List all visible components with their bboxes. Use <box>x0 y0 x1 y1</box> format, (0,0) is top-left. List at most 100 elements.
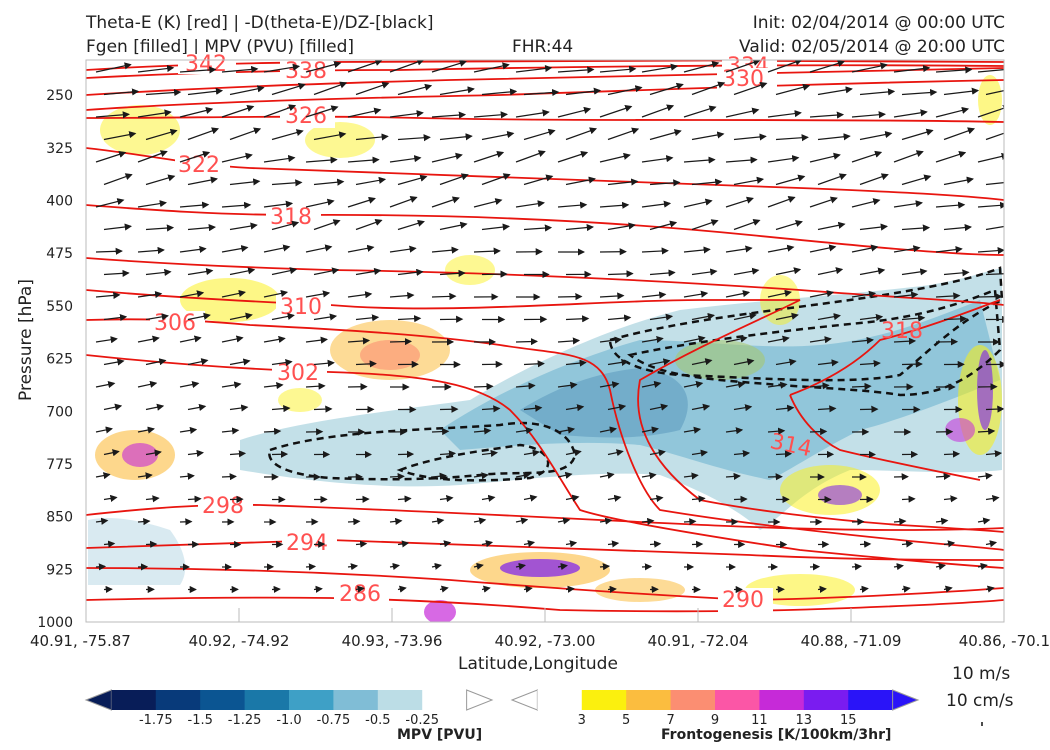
wind-vector <box>691 219 719 231</box>
wind-vector <box>347 107 382 118</box>
wind-vector <box>817 133 851 141</box>
x-tick-label: 40.91, -72.04 <box>648 632 749 650</box>
wind-vector <box>641 563 653 571</box>
wind-vector <box>851 336 874 345</box>
wind-vector <box>683 290 709 298</box>
wind-vector <box>977 562 988 570</box>
wind-vector <box>565 87 602 96</box>
wind-vector <box>893 563 904 571</box>
wind-vector <box>683 105 717 118</box>
wind-vector <box>733 404 753 412</box>
wind-vector <box>271 220 300 231</box>
wind-vector <box>439 133 473 141</box>
wind-vector <box>355 540 368 548</box>
wind-vector <box>481 540 494 548</box>
wind-vector <box>347 337 371 345</box>
wind-vector <box>775 450 793 458</box>
wind-vector <box>977 472 993 480</box>
wind-vector <box>641 247 669 255</box>
wind-vector <box>515 200 545 208</box>
wind-vector <box>95 198 125 208</box>
wind-vector <box>263 104 297 118</box>
wind-vector <box>103 131 137 141</box>
wind-vector <box>985 225 1004 231</box>
contour-label: 310 <box>280 295 322 320</box>
wind-vector <box>817 221 846 231</box>
wind-vector <box>515 337 539 346</box>
wind-vector <box>439 86 475 96</box>
wind-vector <box>481 223 510 231</box>
wind-vector <box>565 585 575 593</box>
wind-vector <box>851 62 888 73</box>
wind-vector <box>935 246 963 254</box>
mpv-fill-left <box>88 518 186 585</box>
fgen-blob <box>818 485 862 505</box>
wind-vector <box>599 563 611 571</box>
wind-vector <box>733 358 755 366</box>
wind-vector <box>347 196 376 208</box>
wind-vector <box>901 495 916 503</box>
wind-vector <box>859 313 884 321</box>
colorbar-swatch <box>377 690 423 710</box>
wind-vector <box>397 174 428 186</box>
colorbar-extend-right <box>892 689 920 711</box>
wind-vector <box>893 109 928 118</box>
wind-ref-vertical: 10 cm/s <box>946 691 1014 711</box>
wind-vector <box>473 198 503 208</box>
wind-vector <box>893 65 931 73</box>
wind-vector <box>515 382 536 390</box>
wind-vector <box>473 517 487 525</box>
wind-vector <box>557 471 573 479</box>
wind-vector <box>557 381 578 389</box>
wind-vector <box>649 449 666 457</box>
wind-vector <box>641 291 667 299</box>
wind-vector <box>641 104 675 118</box>
wind-vector <box>305 156 338 164</box>
wind-vector <box>893 150 924 163</box>
wind-vector <box>649 494 664 503</box>
wind-vector <box>137 380 158 388</box>
valid-time: Valid: 02/05/2014 @ 20:00 UTC <box>739 37 1005 57</box>
wind-vector <box>817 405 837 413</box>
wind-vector <box>809 382 830 390</box>
wind-vector <box>901 128 934 141</box>
dthetae-dz-contour <box>268 421 577 481</box>
wind-vector <box>599 65 637 73</box>
dthetae-dz-contour <box>608 266 1004 382</box>
wind-vector <box>355 219 383 231</box>
colorbar-tick-label: 15 <box>840 713 857 728</box>
wind-vector <box>179 381 200 389</box>
wind-vector <box>229 404 249 412</box>
wind-vector <box>691 131 725 141</box>
wind-vector <box>95 426 113 434</box>
wind-vector <box>725 381 746 389</box>
wind-vector <box>263 335 286 343</box>
wind-vector <box>767 154 800 163</box>
wind-vector <box>977 104 1004 118</box>
wind-vector <box>313 178 345 186</box>
y-tick-label: 550 <box>46 299 73 315</box>
colorbar-swatch <box>759 690 805 710</box>
wind-vector <box>607 270 634 278</box>
wind-vector <box>221 335 244 343</box>
wind-vector <box>641 380 662 388</box>
theta-e-contour-306 <box>86 318 1004 551</box>
wind-vector <box>305 61 342 73</box>
colorbar-swatch <box>537 690 583 710</box>
wind-vector <box>683 426 702 434</box>
wind-vector <box>641 472 657 480</box>
wind-vector <box>137 109 172 118</box>
wind-vector <box>187 224 216 232</box>
wind-vector <box>305 244 333 253</box>
wind-vector <box>977 247 1004 255</box>
wind-vector <box>523 585 533 593</box>
wind-vector <box>263 427 282 436</box>
wind-vector <box>649 358 671 366</box>
wind-vector <box>607 85 643 96</box>
wind-vector <box>649 269 676 277</box>
wind-vector <box>523 404 543 412</box>
wind-vector <box>145 403 165 411</box>
wind-vector <box>305 105 339 118</box>
mpv-colorbar-label: MPV [PVU] <box>397 727 483 743</box>
